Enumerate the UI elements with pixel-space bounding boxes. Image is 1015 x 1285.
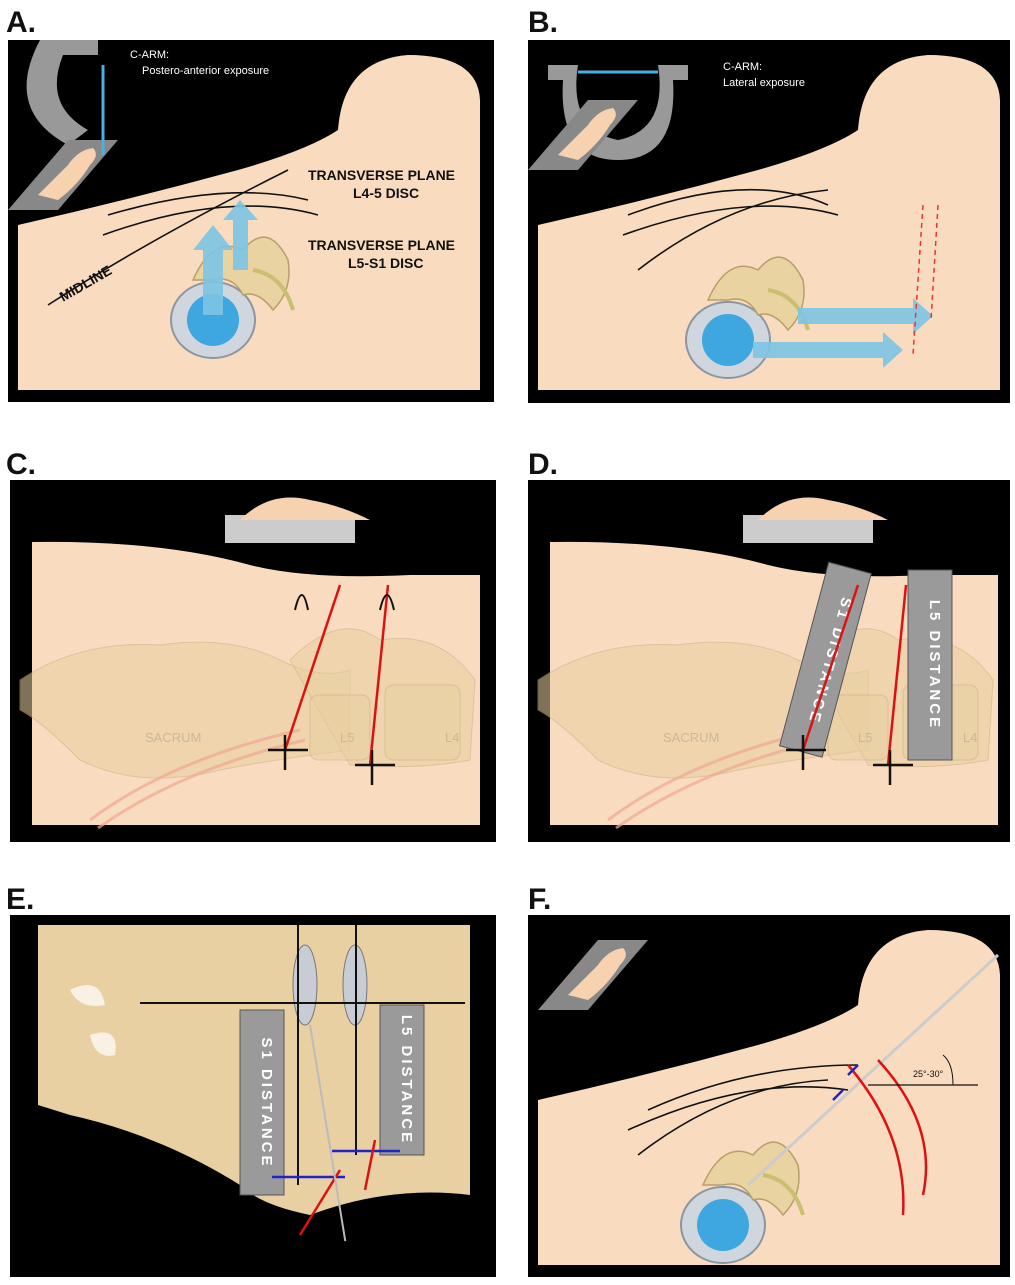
panel-label: E. [6, 883, 34, 916]
dashed-line [912, 204, 924, 356]
transverse-line [622, 205, 839, 236]
reference-line [140, 925, 465, 1185]
transverse-line [647, 1064, 859, 1111]
patient-icon [240, 497, 370, 520]
ruler: S1 DISTANCE [239, 1009, 285, 1196]
trajectory [298, 1139, 377, 1236]
panel-label: C. [6, 448, 36, 481]
disc [292, 944, 318, 1026]
panel-label: A. [6, 6, 36, 39]
body [18, 55, 480, 390]
trajectory [886, 584, 908, 766]
panel-d: S1 DISTANCE L5 DISTANCE SACRUM L5 L4 [528, 480, 1010, 842]
ruler-label: L5 DISTANCE [926, 600, 943, 730]
annotation: Postero-anterior exposure [142, 65, 269, 77]
trajectory [283, 584, 342, 751]
annotation: L5 [340, 730, 354, 745]
panel-f: 25°-30° [528, 915, 1010, 1277]
cross-mark [268, 735, 395, 785]
dashed-line [930, 204, 939, 321]
patient-icon [758, 497, 888, 520]
foramen [70, 985, 116, 1056]
midline [47, 169, 289, 306]
ruler: L5 DISTANCE [907, 569, 953, 761]
annotation: L4 [445, 730, 459, 745]
annotation: L5-S1 DISC [348, 255, 423, 271]
angle-arc [942, 1054, 954, 1086]
panel-c: SACRUM L5 L4 [10, 480, 496, 842]
arrow [223, 200, 258, 270]
annotation: Lateral exposure [723, 77, 805, 89]
annotation: L4-5 DISC [353, 185, 419, 201]
transverse-line [637, 189, 829, 271]
trajectory [368, 584, 390, 766]
c-arm [26, 40, 98, 145]
ruler-label: L5 DISTANCE [398, 1015, 415, 1145]
annotation: C-ARM: [130, 49, 169, 61]
body [538, 930, 1000, 1265]
blue-mark [832, 1064, 859, 1101]
annotation: SACRUM [145, 730, 201, 745]
skin-edge [10, 1215, 496, 1277]
panel-a: C-ARM: Postero-anterior exposure TRANSVE… [8, 40, 494, 402]
panel-label: F. [528, 883, 551, 916]
annotation: TRANSVERSE PLANE [308, 237, 455, 253]
cross-mark [786, 735, 913, 785]
trajectory [801, 584, 860, 751]
marker [294, 594, 395, 611]
needle [746, 953, 1000, 1187]
panel-b: C-ARM: Lateral exposure [528, 40, 1010, 403]
transverse-line [627, 188, 829, 216]
arrow [753, 332, 903, 368]
panel-label: B. [528, 6, 558, 39]
panel-label: D. [528, 448, 558, 481]
annotation: TRANSVERSE PLANE [308, 167, 455, 183]
transverse-line [102, 205, 319, 236]
annotation: SACRUM [663, 730, 719, 745]
angle-label: 25°-30° [913, 1069, 944, 1079]
needle [309, 1024, 351, 1271]
panel-e: S1 DISTANCE L5 DISTANCE [10, 915, 496, 1277]
blue-mark [272, 1149, 400, 1179]
body [538, 55, 1000, 390]
transverse-line [627, 1086, 849, 1131]
transverse-line [637, 1079, 829, 1156]
annotation: L4 [963, 730, 977, 745]
ruler-label: S1 DISTANCE [258, 1037, 275, 1168]
transverse-line [107, 191, 309, 216]
arc [847, 1059, 928, 1216]
annotation: C-ARM: [723, 61, 762, 73]
ruler: L5 DISTANCE [379, 1004, 425, 1156]
arrow [193, 225, 233, 315]
arrow [798, 298, 933, 334]
annotation: L5 [858, 730, 872, 745]
